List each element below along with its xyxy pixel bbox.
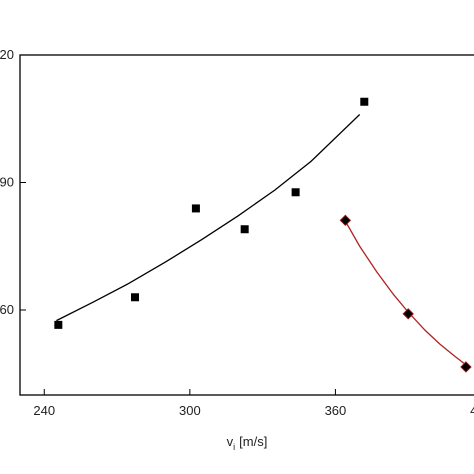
fit-curve bbox=[344, 220, 467, 366]
square-point bbox=[360, 97, 369, 106]
diamond-point bbox=[460, 361, 472, 373]
square-point bbox=[291, 188, 300, 197]
fit-curve bbox=[56, 114, 361, 322]
x-tick-label: 420 bbox=[470, 403, 474, 418]
y-tick-label: 60 bbox=[0, 302, 14, 317]
x-label-unit: [m/s] bbox=[239, 434, 267, 449]
square-point bbox=[191, 204, 200, 213]
x-label-main: v bbox=[227, 434, 234, 449]
y-tick-label: 120 bbox=[0, 47, 14, 62]
x-tick-label: 240 bbox=[33, 403, 55, 418]
diamond-point bbox=[402, 308, 414, 320]
square-point bbox=[240, 225, 249, 234]
square-point bbox=[54, 320, 63, 329]
x-tick-label: 300 bbox=[179, 403, 201, 418]
x-tick-label: 360 bbox=[325, 403, 347, 418]
y-tick-label: 90 bbox=[0, 175, 14, 190]
x-label-sub: i bbox=[233, 442, 235, 452]
x-axis-label: vi [m/s] bbox=[227, 434, 268, 452]
square-point bbox=[131, 293, 140, 302]
diamond-point bbox=[339, 214, 352, 227]
plot-frame bbox=[19, 54, 474, 396]
